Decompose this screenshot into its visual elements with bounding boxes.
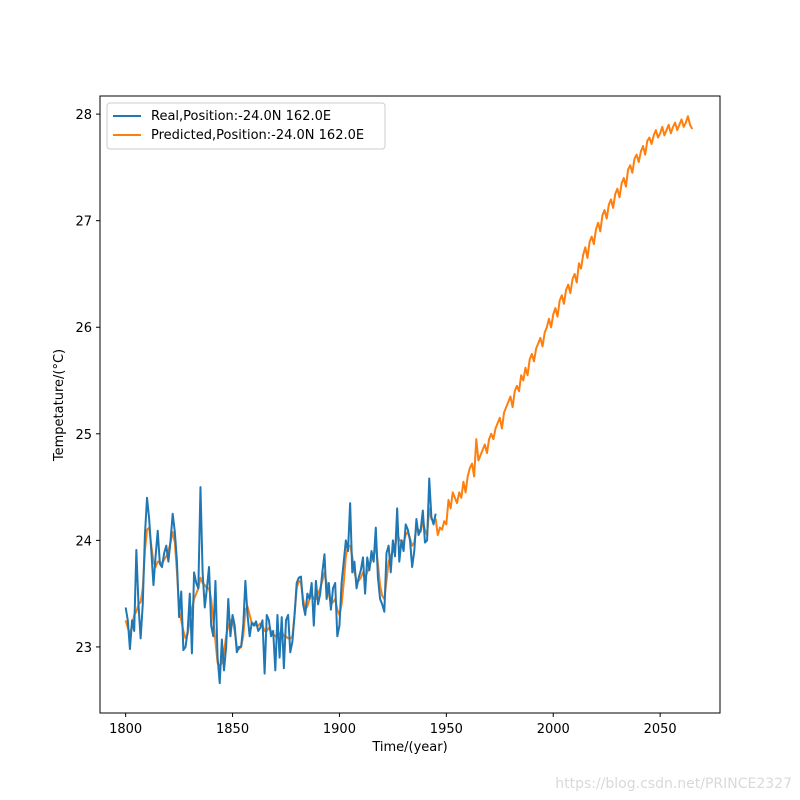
y-tick-label: 26 [75, 321, 92, 336]
y-tick-label: 25 [75, 428, 92, 443]
y-axis-label: Tempetature/(°C) [52, 349, 67, 462]
x-tick-label: 1950 [430, 722, 463, 737]
y-axis: 23 24 25 26 27 28 [75, 108, 100, 656]
legend: Real,Position:-24.0N 162.0E Predicted,Po… [106, 102, 386, 150]
watermark-text: https://blog.csdn.net/PRINCE2327 [555, 776, 792, 792]
y-tick-label: 23 [75, 641, 92, 656]
x-axis-label: Time/(year) [371, 740, 447, 755]
y-tick-label: 28 [75, 108, 92, 123]
y-tick-label: 27 [75, 215, 92, 230]
legend-box [106, 102, 386, 150]
series-layer [124, 115, 694, 685]
x-tick-label: 1800 [109, 722, 142, 737]
plot-area [99, 95, 721, 714]
legend-label-predicted: Predicted,Position:-24.0N 162.0E [151, 128, 364, 143]
legend-label-real: Real,Position:-24.0N 162.0E [151, 109, 331, 124]
x-tick-label: 2000 [537, 722, 570, 737]
x-axis: 1800 1850 1900 1950 2000 2050 [109, 713, 677, 737]
x-tick-label: 2050 [644, 722, 677, 737]
series-line-real [124, 477, 437, 685]
y-tick-label: 24 [75, 534, 92, 549]
x-tick-label: 1850 [216, 722, 249, 737]
x-tick-label: 1900 [323, 722, 356, 737]
